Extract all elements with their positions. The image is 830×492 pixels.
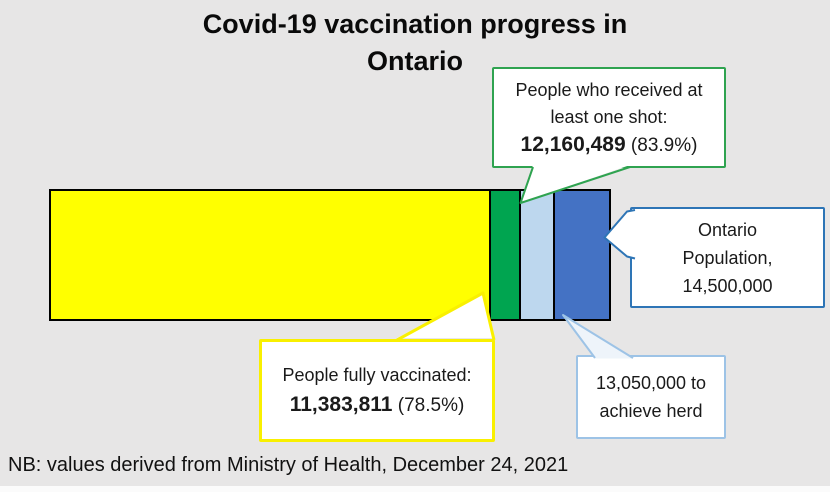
fully-vaccinated-label: People fully vaccinated:	[282, 365, 472, 385]
herd-tail	[563, 315, 633, 359]
one-shot-value-line: 12,160,489 (83.9%)	[494, 131, 724, 159]
chart-title: Covid-19 vaccination progress in Ontario	[0, 6, 830, 80]
bar-segment-population-remainder	[553, 191, 609, 319]
chart-title-line2: Ontario	[366, 46, 463, 76]
chart-title-line1: Covid-19 vaccination progress in	[202, 9, 628, 39]
fully-vaccinated-value-line: 11,383,811 (78.5%)	[262, 390, 492, 421]
callout-herd: 13,050,000 to achieve herd	[576, 355, 726, 439]
bar-segment-herd-gap	[519, 191, 554, 319]
stacked-bar	[49, 189, 611, 321]
fully-vaccinated-value: 11,383,811	[289, 393, 393, 416]
fully-vaccinated-pct: (78.5%)	[392, 395, 465, 416]
one-shot-value: 12,160,489	[520, 132, 626, 156]
herd-line1: 13,050,000 to	[595, 373, 707, 393]
population-line2: Population,	[682, 247, 773, 268]
population-line1: Ontario	[697, 219, 758, 240]
bar-segment-one-shot-additional	[489, 191, 520, 319]
callout-fully-vaccinated: People fully vaccinated: 11,383,811 (78.…	[259, 339, 495, 442]
bottom-strip	[0, 486, 830, 492]
footnote: NB: values derived from Ministry of Heal…	[8, 454, 569, 476]
callout-population: Ontario Population, 14,500,000	[630, 207, 825, 308]
callout-one-shot: People who received at least one shot: 1…	[492, 67, 726, 168]
one-shot-label-line2: least one shot:	[550, 106, 668, 127]
population-line3: 14,500,000	[682, 275, 773, 296]
herd-line2: achieve herd	[599, 401, 703, 421]
one-shot-label-line1: People who received at	[515, 79, 703, 100]
herd-tail-stroke	[562, 314, 634, 359]
bar-segment-fully-vaccinated	[51, 191, 490, 319]
one-shot-pct: (83.9%)	[625, 134, 698, 156]
